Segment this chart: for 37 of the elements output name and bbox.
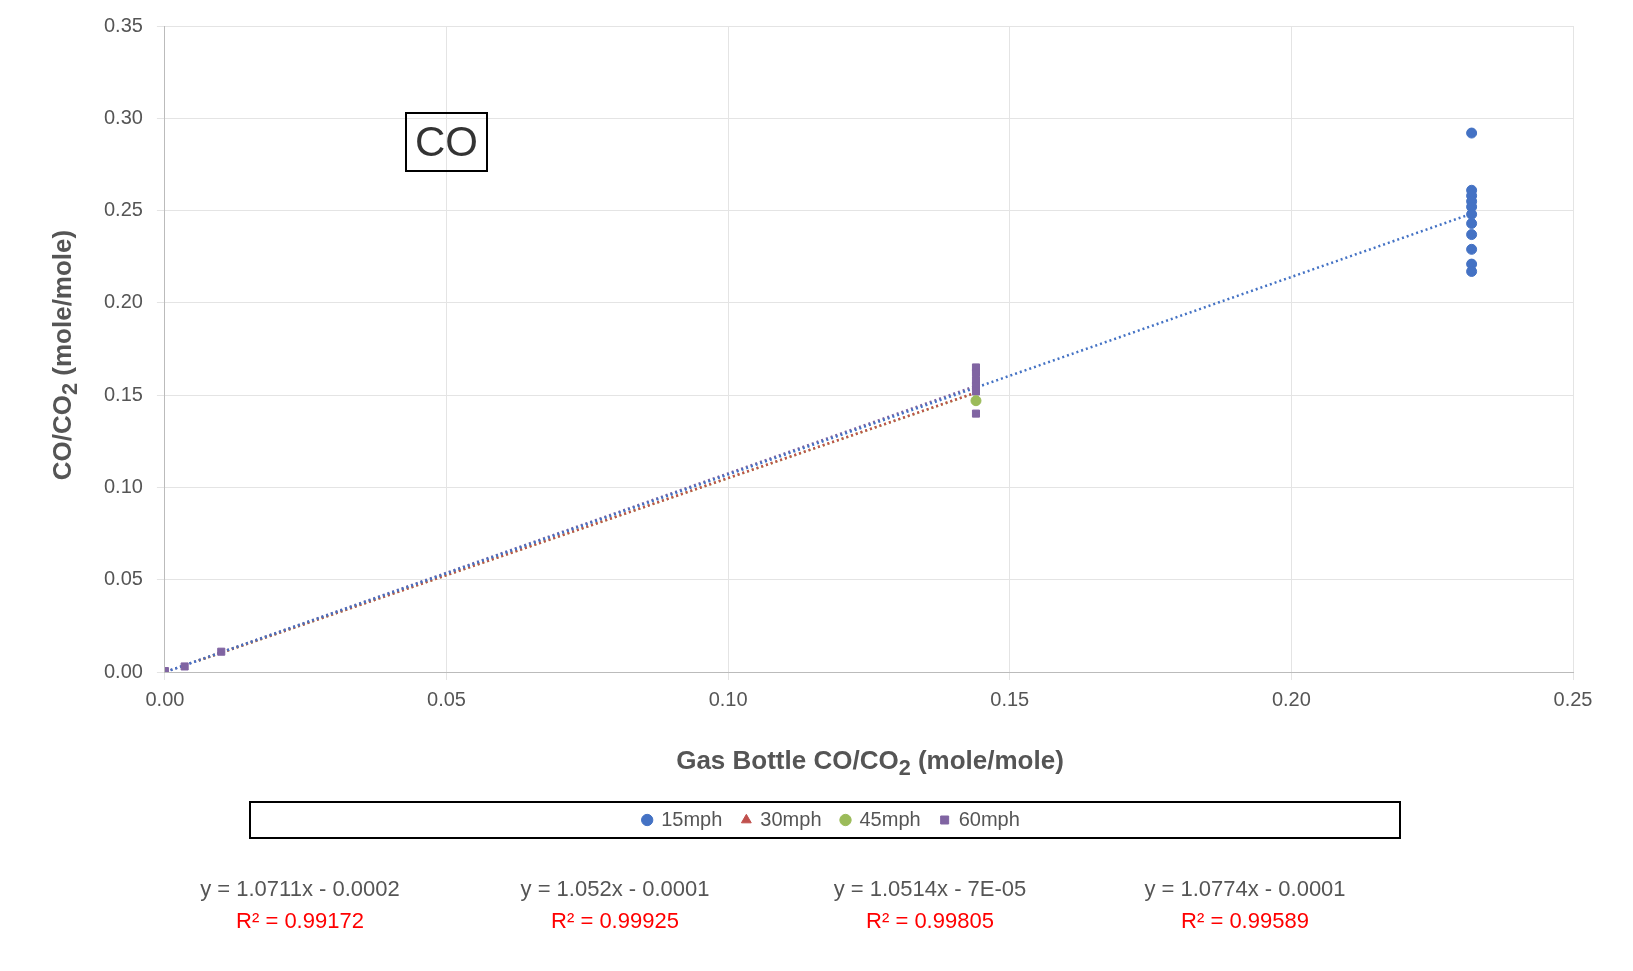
y-tick-label: 0.30: [103, 105, 143, 128]
point: [971, 387, 981, 396]
text: R² = 0.99172: [235, 908, 365, 934]
point: [1466, 217, 1478, 229]
x-axis-title: Gas Bottle CO/CO$_{2}$ (mole/mole): [675, 745, 1065, 782]
text: y = 1.0711x - 0.0002: [199, 876, 401, 902]
x-tick-label: 0.15: [990, 687, 1030, 710]
legend-label: 45mph: [859, 807, 921, 830]
y-tick-label: 0.15: [103, 382, 143, 405]
text: y = 1.0774x - 0.0001: [1143, 876, 1347, 902]
y-tick-label: 0.00: [103, 659, 143, 682]
text: y = 1.0514x - 7E-05: [832, 876, 1028, 902]
annotation: CO: [405, 112, 488, 172]
y-tick-label: 0.25: [103, 198, 143, 221]
x-tick-label: 0.10: [708, 687, 748, 710]
legend-label: 30mph: [760, 807, 822, 830]
y-tick-label: 0.05: [103, 567, 143, 590]
point: [1466, 127, 1478, 139]
y-tick-label: 0.35: [103, 13, 143, 36]
point: [1466, 243, 1478, 255]
text: R² = 0.99589: [1180, 908, 1310, 934]
point: [1466, 229, 1478, 241]
text: R² = 0.99925: [550, 908, 680, 934]
legend-label: 60mph: [958, 807, 1020, 830]
text: y = 1.052x - 0.0001: [519, 876, 711, 902]
x-tick-label: 0.20: [1271, 687, 1311, 710]
x-tick-label: 0.25: [1553, 687, 1593, 710]
point: [971, 409, 981, 418]
x-tick-label: 0.00: [145, 687, 185, 710]
y-tick-label: 0.10: [103, 474, 143, 497]
point: [180, 662, 189, 671]
legend-label: 15mph: [661, 807, 723, 830]
text: R² = 0.99805: [865, 908, 995, 934]
x-tick-label: 0.05: [427, 687, 467, 710]
point: [970, 395, 982, 407]
y-tick-label: 0.20: [103, 290, 143, 313]
point: [217, 647, 226, 656]
